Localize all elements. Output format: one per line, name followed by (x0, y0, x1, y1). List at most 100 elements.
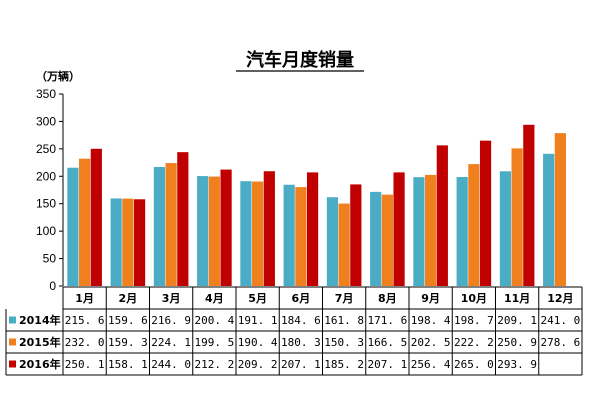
y-tick-label: 300 (36, 114, 56, 128)
data-label: 161. 8 (324, 314, 364, 327)
bar-2014年-1月 (67, 167, 79, 286)
data-label: 222. 2 (454, 336, 494, 349)
bar-2016年-3月 (177, 152, 189, 286)
bar-2016年-8月 (393, 172, 405, 286)
data-label: 180. 3 (281, 336, 321, 349)
data-label: 159. 3 (108, 336, 148, 349)
bar-2015年-4月 (208, 176, 220, 286)
data-label: 202. 5 (411, 336, 451, 349)
bar-2016年-10月 (479, 140, 492, 286)
data-label: 159. 6 (108, 314, 148, 327)
data-label: 199. 5 (195, 336, 235, 349)
x-category-label: 11月 (504, 292, 530, 305)
data-label: 171. 6 (368, 314, 408, 327)
data-label: 184. 6 (281, 314, 321, 327)
data-label: 207. 1 (368, 358, 408, 371)
data-label: 216. 9 (151, 314, 191, 327)
data-label: 250. 1 (65, 358, 105, 371)
data-label: 209. 2 (238, 358, 278, 371)
data-label: 250. 9 (497, 336, 537, 349)
legend-label: 2014年 (19, 313, 61, 327)
data-label: 293. 9 (497, 358, 537, 371)
data-label: 232. 0 (65, 336, 105, 349)
bar-2015年-11月 (511, 148, 523, 286)
bar-2016年-5月 (263, 171, 275, 286)
x-category-label: 1月 (75, 292, 94, 305)
x-category-label: 3月 (162, 292, 181, 305)
bar-2015年-7月 (338, 203, 350, 286)
bar-2014年-6月 (283, 184, 295, 286)
x-category-label: 7月 (335, 292, 354, 305)
data-label: 207. 1 (281, 358, 321, 371)
bar-2015年-10月 (468, 164, 480, 286)
data-label: 265. 0 (454, 358, 494, 371)
y-tick-label: 350 (36, 87, 56, 101)
y-tick-label: 150 (36, 197, 56, 211)
data-label: 158. 1 (108, 358, 148, 371)
legend-swatch-2015年 (9, 338, 16, 346)
legend-label: 2016年 (19, 357, 61, 371)
data-label: 215. 6 (65, 314, 105, 327)
bar-2016年-11月 (523, 124, 535, 286)
data-label: 198. 7 (454, 314, 494, 327)
legend-label: 2015年 (19, 335, 61, 349)
x-category-label: 4月 (205, 292, 224, 305)
data-label: 191. 1 (238, 314, 278, 327)
bar-2016年-6月 (306, 172, 319, 286)
x-category-label: 2月 (119, 292, 138, 305)
bar-2016年-7月 (350, 184, 362, 286)
x-category-label: 12月 (547, 292, 573, 305)
y-tick-label: 50 (43, 252, 57, 266)
bar-2016年-1月 (90, 148, 102, 286)
data-label: 241. 0 (541, 314, 581, 327)
y-tick-label: 0 (49, 279, 56, 293)
bar-2014年-3月 (153, 167, 166, 286)
data-label: 212. 2 (195, 358, 235, 371)
bar-2014年-8月 (370, 191, 382, 286)
legend-swatch-2014年 (9, 316, 16, 324)
x-category-label: 9月 (421, 292, 440, 305)
data-label: 185. 2 (324, 358, 364, 371)
data-label: 209. 1 (497, 314, 537, 327)
y-axis: 0 50 100 150 200 250 300 350 (36, 87, 64, 293)
bar-2016年-2月 (133, 199, 146, 286)
y-tick-label: 100 (36, 224, 56, 238)
bar-2015年-3月 (165, 163, 177, 286)
data-label: 224. 1 (151, 336, 191, 349)
bar-2015年-12月 (554, 133, 566, 286)
bar-2015年-5月 (252, 181, 264, 286)
data-label: 190. 4 (238, 336, 278, 349)
y-tick-label: 200 (36, 169, 56, 183)
chart-title: 汽车月度销量 (246, 49, 354, 71)
legend-swatch-2016年 (9, 360, 16, 368)
bar-2014年-9月 (413, 177, 425, 286)
bar-2015年-8月 (381, 194, 393, 286)
x-category-label: 5月 (248, 292, 267, 305)
bar-2014年-12月 (543, 153, 555, 286)
y-tick-label: 250 (36, 142, 56, 156)
bar-2016年-9月 (436, 145, 448, 286)
bar-2014年-10月 (456, 176, 468, 286)
data-label: 256. 4 (411, 358, 451, 371)
bar-2014年-5月 (240, 181, 252, 286)
data-label: 200. 4 (195, 314, 235, 327)
y-axis-unit-label: （万辆） (36, 69, 80, 83)
x-category-label: 6月 (292, 292, 311, 305)
x-category-label: 10月 (461, 292, 487, 305)
data-label: 150. 3 (324, 336, 364, 349)
bars (67, 124, 566, 286)
x-category-label: 8月 (378, 292, 397, 305)
bar-2014年-2月 (110, 198, 122, 286)
data-label: 278. 6 (541, 336, 581, 349)
bar-2014年-7月 (326, 197, 339, 286)
bar-2015年-9月 (425, 174, 437, 286)
bar-2014年-11月 (499, 171, 512, 286)
data-label: 166. 5 (368, 336, 408, 349)
data-label: 244. 0 (151, 358, 191, 371)
data-label: 198. 4 (411, 314, 451, 327)
bar-2015年-1月 (79, 158, 91, 286)
bar-2016年-4月 (220, 169, 232, 286)
bar-2015年-2月 (122, 198, 134, 286)
